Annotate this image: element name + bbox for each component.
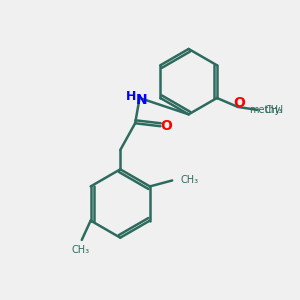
Text: N: N — [135, 93, 147, 107]
Text: CH₃: CH₃ — [71, 245, 89, 255]
Text: O: O — [233, 96, 245, 110]
Text: methyl: methyl — [250, 105, 284, 115]
Text: CH₃: CH₃ — [265, 105, 283, 115]
Text: H: H — [126, 90, 136, 103]
Text: CH₃: CH₃ — [181, 176, 199, 185]
Text: O: O — [160, 119, 172, 133]
